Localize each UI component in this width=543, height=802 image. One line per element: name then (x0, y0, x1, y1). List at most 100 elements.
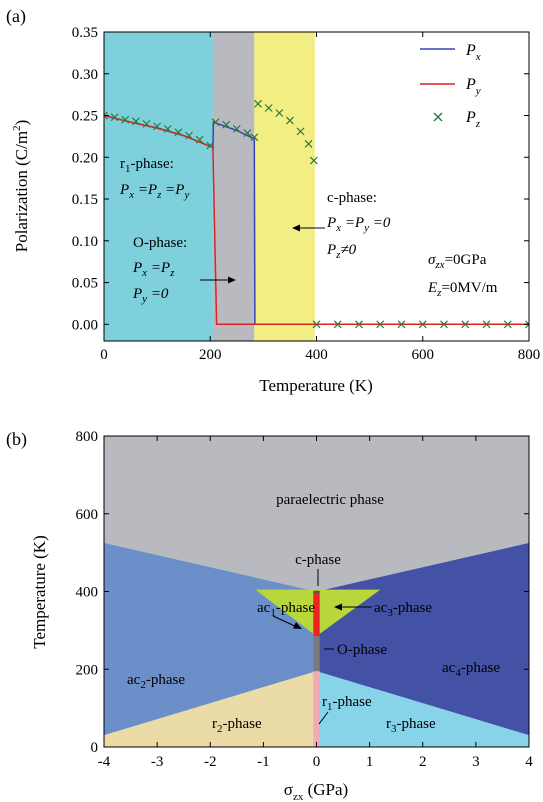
panel-a-y-axis-label: Polarization (C/m2) (11, 120, 31, 253)
panel-a-y-axis-label-close: ) (12, 120, 31, 126)
pz-marker (195, 135, 204, 144)
pz-marker (312, 320, 321, 329)
o-phase-arrowhead (228, 276, 236, 284)
region-b-r2-phase (104, 671, 317, 747)
y-tick-label-a: 0.30 (72, 67, 98, 83)
legend-pz-swatch (433, 112, 443, 122)
o-phase-label: O-phase (337, 642, 387, 658)
x-tick-label-b: -1 (257, 754, 270, 770)
x-tick-label-a: 800 (518, 347, 541, 363)
legend-pz-sub: z (475, 118, 481, 130)
ez-sub: z (436, 287, 442, 299)
ac2-phase-label: ac2-phase (127, 672, 185, 691)
x-tick-label-b: 2 (419, 754, 427, 770)
r2-name: r (212, 716, 217, 732)
ac3-tail: -phase (393, 600, 432, 616)
pz-marker (110, 113, 119, 122)
y-tick-label-a: 0.00 (72, 317, 98, 333)
pz-marker (163, 124, 172, 133)
ez-value: =0MV/m (441, 280, 497, 296)
region-a-0 (104, 32, 213, 341)
panel-a-y-axis-label-sup: 2 (11, 125, 23, 131)
c-phase-arrowhead (292, 224, 300, 232)
y-tick-label-a: 0.05 (72, 276, 98, 292)
r1-phase-label-b: r1-phase (322, 694, 372, 713)
pz-marker (275, 109, 284, 117)
y-tick-label-a: 0.25 (72, 109, 98, 125)
panel-a-x-axis-label: Temperature (K) (259, 376, 373, 395)
pz-marker (418, 320, 427, 329)
strip-c-phase (313, 593, 320, 637)
x-tick-label-b: 1 (366, 754, 374, 770)
pz-marker (121, 115, 130, 124)
region-b-r3-phase (316, 671, 529, 747)
y-tick-label-a: 0.20 (72, 150, 98, 166)
pz-marker (250, 133, 259, 142)
legend-py-name: P (465, 76, 476, 93)
y-tick-label-b: 200 (76, 662, 99, 678)
o-phase-condition-2: Py =0 (132, 286, 169, 305)
pz-marker (333, 320, 342, 329)
x-tick-label-b: 0 (313, 754, 321, 770)
ac3-name: ac (374, 600, 388, 616)
r3-phase-label: r3-phase (386, 716, 436, 735)
panel-b-x-axis-label-sub: zx (293, 791, 304, 802)
sigma-symbol: σ (428, 252, 436, 268)
panel-b-chart: -4 -3 -2 -1 0 1 2 3 4 0 200 400 600 800 (b) σzx (GPa)… (6, 429, 533, 802)
pz-marker (482, 320, 491, 329)
pz-marker (131, 117, 140, 126)
x-tick-label-a: 600 (412, 347, 435, 363)
pz-marker (243, 129, 252, 137)
x-tick-label-a: 200 (199, 347, 222, 363)
r1-pointer (318, 711, 329, 725)
strip-c-phase-top (313, 590, 320, 594)
c-phase-title: c-phase: (327, 190, 377, 206)
c-phase-condition-2: Pz≠0 (326, 242, 357, 261)
ac4-phase-label: ac4-phase (442, 660, 500, 679)
ac3-phase-label: ac3-phase (374, 600, 432, 619)
pz-marker (296, 127, 305, 136)
ac1-name: ac (257, 600, 271, 616)
ac4-sub: 4 (455, 667, 461, 679)
y-tick-label-b: 800 (76, 429, 99, 445)
panel-b-y-axis-label: Temperature (K) (30, 535, 49, 649)
ac3-arrowhead (334, 603, 342, 611)
pz-marker (355, 320, 363, 329)
pz-marker (503, 320, 512, 329)
legend-pz-name: P (465, 109, 476, 126)
pz-marker (376, 320, 385, 329)
x-tick-label-a: 400 (305, 347, 328, 363)
legend-px-sub: x (475, 51, 481, 63)
pz-marker (174, 128, 183, 137)
ac2-sub: 2 (140, 679, 146, 691)
ac1-pointer (272, 615, 298, 628)
region-b-ac1-phase (255, 589, 317, 637)
pz-marker (264, 104, 273, 112)
ac1-arrowhead (293, 622, 302, 629)
r1-phase-title-tail: -phase: (131, 156, 174, 172)
r1b-tail: -phase (333, 694, 372, 710)
r2-phase-label: r2-phase (212, 716, 262, 735)
legend-px-name: P (465, 42, 476, 59)
r1-phase-title-sub: 1 (125, 163, 131, 175)
r3-name: r (386, 716, 391, 732)
ez-condition: Ez=0MV/m (427, 280, 498, 299)
pz-marker (309, 156, 318, 165)
ac3-sub: 3 (387, 607, 393, 619)
ac1-sub: 1 (270, 607, 276, 619)
c-phase-condition-1: Px =Py =0 (326, 215, 391, 234)
pz-marker (304, 139, 313, 148)
panel-b-x-axis-label: σzx (GPa) (284, 780, 348, 802)
pz-marker (254, 99, 262, 108)
region-a-2 (254, 32, 315, 341)
r2-tail: -phase (223, 716, 262, 732)
r1-phase-title: r1-phase: (120, 156, 174, 175)
x-tick-label-a: 0 (100, 347, 108, 363)
ac2-name: ac (127, 672, 141, 688)
region-b-ac3-phase (316, 589, 381, 637)
ac1-tail: -phase (276, 600, 315, 616)
pz-marker (104, 111, 108, 120)
r2-sub: 2 (217, 723, 223, 735)
r1-phase-annotation: r1-phase: Px =Pz =Py (119, 156, 189, 201)
panel-a-legend: Px Py Pz (420, 42, 481, 130)
